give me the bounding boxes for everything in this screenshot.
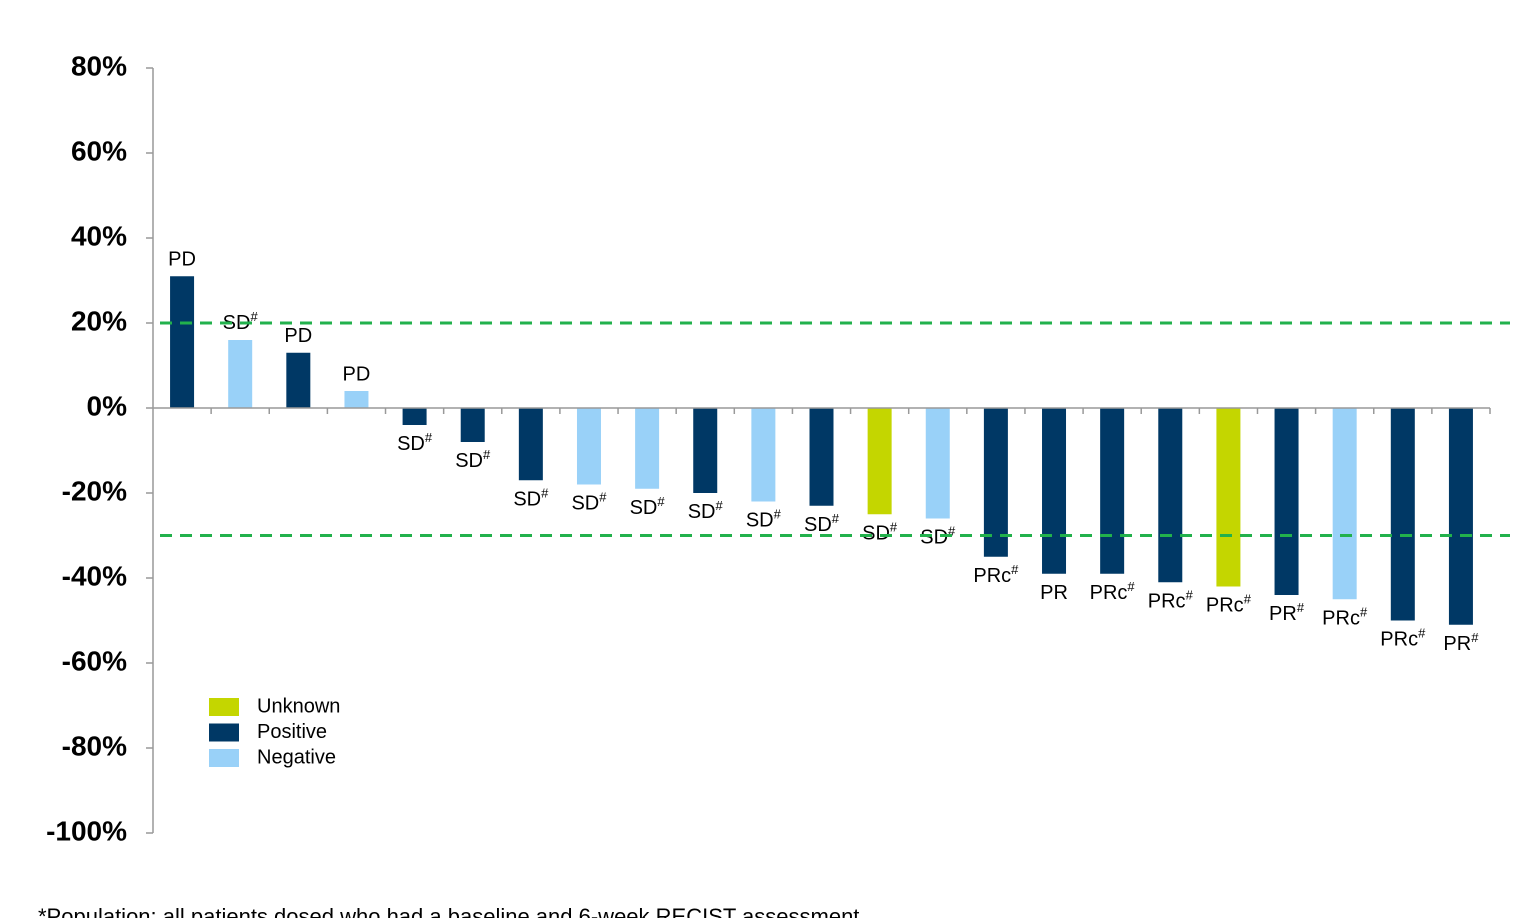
legend-label: Negative — [257, 746, 336, 768]
bar-label: PRc# — [1148, 588, 1194, 613]
bar — [867, 408, 892, 515]
bar — [1216, 408, 1241, 587]
bar-label: SD# — [630, 494, 666, 519]
bar-label: PRc# — [973, 562, 1019, 587]
bar-label: PR# — [1269, 600, 1305, 625]
y-tick-label: 80% — [71, 50, 127, 81]
y-tick-label: -20% — [62, 475, 127, 506]
bar-label: SD# — [688, 498, 724, 523]
bar — [809, 408, 834, 506]
bar-label: SD# — [223, 309, 259, 334]
bar — [1332, 408, 1357, 600]
legend-swatch — [209, 698, 239, 716]
y-tick-label: -80% — [62, 730, 127, 761]
bar-label: SD# — [920, 524, 956, 549]
bar — [1042, 408, 1067, 574]
bar-label: PR# — [1443, 630, 1479, 655]
bar-label: PRc# — [1206, 592, 1252, 617]
bar-label: SD# — [746, 507, 782, 532]
footnote: *Population: all patients dosed who had … — [38, 904, 859, 918]
y-tick-label: -100% — [46, 815, 127, 846]
bar-label: SD# — [804, 511, 840, 536]
bar — [344, 391, 369, 408]
bar — [402, 408, 427, 425]
bar — [1448, 408, 1473, 625]
bar-label: PD — [343, 363, 371, 385]
bar — [983, 408, 1008, 557]
bar — [1100, 408, 1125, 574]
y-tick-label: 0% — [87, 390, 128, 421]
legend-swatch — [209, 723, 239, 742]
bar — [635, 408, 660, 489]
bar — [170, 276, 195, 408]
bar-label: SD# — [455, 447, 491, 472]
y-tick-label: 40% — [71, 220, 127, 251]
bar — [751, 408, 776, 502]
bar — [518, 408, 543, 481]
bar — [1390, 408, 1415, 621]
bar-label: PRc# — [1380, 626, 1426, 651]
bar — [1158, 408, 1183, 583]
bar — [693, 408, 718, 493]
legend-label: Unknown — [257, 695, 340, 717]
bar-label: SD# — [571, 490, 607, 515]
bar-label: PRc# — [1090, 579, 1136, 604]
y-tick-label: -60% — [62, 645, 127, 676]
bar-label: PR — [1040, 582, 1068, 604]
y-tick-label: 20% — [71, 305, 127, 336]
bar — [286, 352, 311, 408]
legend-label: Positive — [257, 721, 327, 743]
bar-label: SD# — [397, 430, 433, 455]
y-tick-label: 60% — [71, 135, 127, 166]
bar — [460, 408, 485, 442]
bar-label: PD — [168, 249, 196, 271]
bar — [228, 340, 253, 408]
legend-swatch — [209, 749, 239, 767]
bar-label: SD# — [862, 520, 898, 545]
bar — [1274, 408, 1299, 595]
bar-label: PRc# — [1322, 605, 1368, 630]
bar-label: SD# — [513, 486, 549, 511]
y-tick-label: -40% — [62, 560, 127, 591]
bar — [925, 408, 950, 519]
bar — [576, 408, 601, 485]
bar-label: PD — [284, 325, 312, 347]
